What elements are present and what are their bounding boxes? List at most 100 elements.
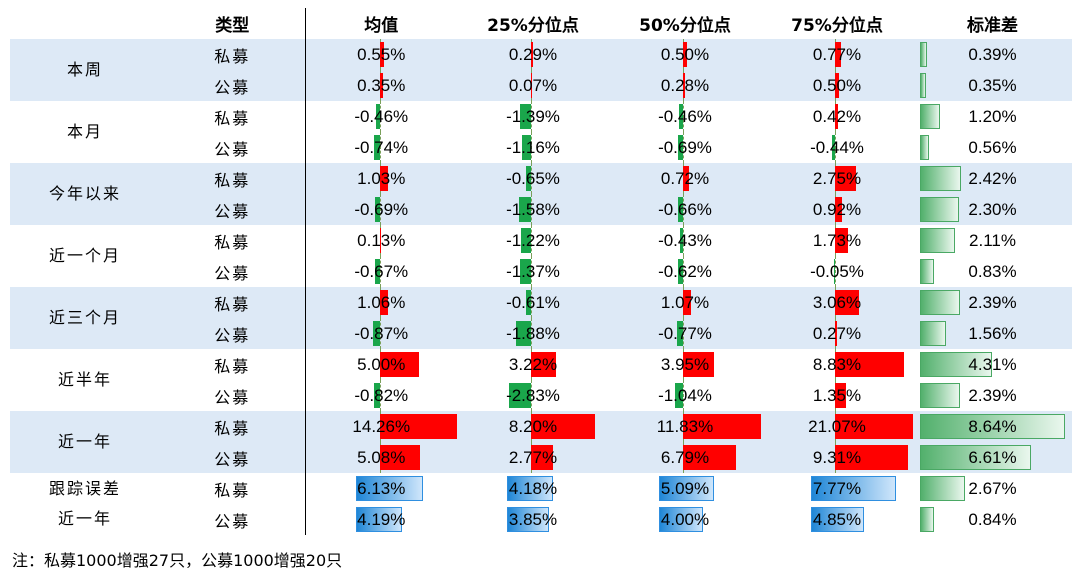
p25-value: 4.18% [508,478,558,498]
mean-cell: 4.19% [305,504,457,535]
p25-bar [520,104,531,129]
header-p50: 50%分位点 [639,16,731,36]
p25-bar [531,414,595,439]
p25-cell: -0.65% [457,163,609,194]
mean-bar [379,228,381,253]
p25-cell: -1.88% [457,318,609,349]
std-bar [920,445,1031,470]
std-cell: 4.31% [913,349,1072,380]
std-value: 0.83% [968,261,1017,281]
mean-bar [379,445,420,470]
mean-bar [372,321,380,346]
zero-axis [379,380,381,411]
table-row: 本周 私募 0.55% 0.29% 0.50% 0.77% 0.39% [10,39,1072,101]
type-cell: 私募 [160,473,306,504]
type-cell: 私募 [160,163,306,194]
p25-bar [521,228,531,253]
mean-cell: 1.06% [305,287,457,318]
type-cell: 私募 [160,39,306,70]
p50-cell: 1.07% [609,287,761,318]
p75-bar [835,290,859,315]
p75-bar [835,352,904,377]
mean-bar [355,476,423,501]
p25-value: 8.20% [508,416,558,436]
p50-value: 1.07% [660,292,710,312]
mean-bar [375,104,380,129]
p75-cell: 0.92% [761,194,913,225]
p25-bar [520,259,531,284]
mean-value: 1.06% [357,292,406,312]
std-bar [920,352,992,377]
p25-bar [519,197,531,222]
p75-bar [811,476,896,501]
p25-value: 0.07% [508,75,558,95]
mean-value: 0.55% [357,44,406,64]
p25-value: -0.65% [506,168,560,188]
p75-cell: 4.85% [761,504,913,535]
mean-bar [374,259,380,284]
type-cell: 公募 [160,504,306,535]
p75-bar [835,104,838,129]
mean-cell: 0.13% [305,225,457,256]
table-row: 跟踪误差 近一年 私募 6.13% 4.18% 5.09% 7.77% 2.67% [10,473,1072,528]
p50-value: 4.00% [660,509,710,529]
std-value: 0.56% [968,137,1017,157]
p50-value: -0.43% [658,230,712,250]
p50-cell: 0.28% [609,70,761,101]
mean-value: 5.00% [357,354,406,374]
p25-bar [507,476,553,501]
p75-bar [835,228,848,253]
p50-cell: -0.62% [609,256,761,287]
p75-value: 1.35% [812,385,862,405]
p50-value: -0.77% [658,323,712,343]
p75-bar [835,383,846,408]
p50-value: -0.69% [658,137,712,157]
type-cell: 公募 [160,256,306,287]
p75-value: 1.73% [812,230,862,250]
p25-value: -0.61% [506,292,560,312]
mean-cell: 0.35% [305,70,457,101]
std-value: 0.35% [968,75,1017,95]
p75-value: 0.92% [812,199,862,219]
table-row: 公募 -0.87% -1.88% -0.77% 0.27% 1.56% [10,318,1072,349]
p25-cell: 8.20% [457,411,609,442]
p50-bar [683,290,691,315]
p50-cell: -0.43% [609,225,761,256]
type-cell: 公募 [160,442,306,473]
std-bar [920,290,960,315]
zero-axis [835,132,836,163]
p75-value: -0.44% [810,137,864,157]
p75-value: 4.85% [812,509,862,529]
std-value: 0.39% [968,44,1017,64]
type-cell: 公募 [160,70,306,101]
p50-cell: -1.04% [609,380,761,411]
mean-bar [379,166,388,191]
std-cell: 0.84% [913,504,1072,535]
mean-cell: 1.03% [305,163,457,194]
zero-axis [379,101,381,132]
std-cell: 0.35% [913,70,1072,101]
zero-axis [531,225,532,256]
p50-bar [683,73,685,98]
p50-cell: 11.83% [609,411,775,442]
header-row: 类型 均值 25%分位点 50%分位点 75%分位点 标准差 [10,8,1072,39]
type-cell: 私募 [160,349,306,380]
p25-value: 2.77% [508,447,558,467]
table-row: 本月 私募 -0.46% -1.39% -0.46% 0.42% 1.20% [10,101,1072,141]
p50-bar [678,259,683,284]
std-cell: 2.67% [913,473,1072,504]
p50-bar [678,135,683,160]
table-row: 公募 4.19% 3.85% 4.00% 4.85% 0.84% [10,504,1072,535]
zero-axis [683,256,684,287]
p25-bar [516,321,531,346]
zero-axis [683,318,684,349]
zero-axis [683,380,684,411]
mean-bar [355,507,402,532]
p25-value: -1.88% [506,323,560,343]
std-bar [920,166,961,191]
p50-value: 5.09% [660,478,710,498]
table-row: 公募 -0.69% -1.58% -0.66% 0.92% 2.30% [10,194,1072,225]
p50-bar [683,414,775,439]
p75-bar [832,135,835,160]
table-row: 近三个月 私募 1.06% -0.61% 1.07% 3.06% 2.39% [10,287,1072,349]
